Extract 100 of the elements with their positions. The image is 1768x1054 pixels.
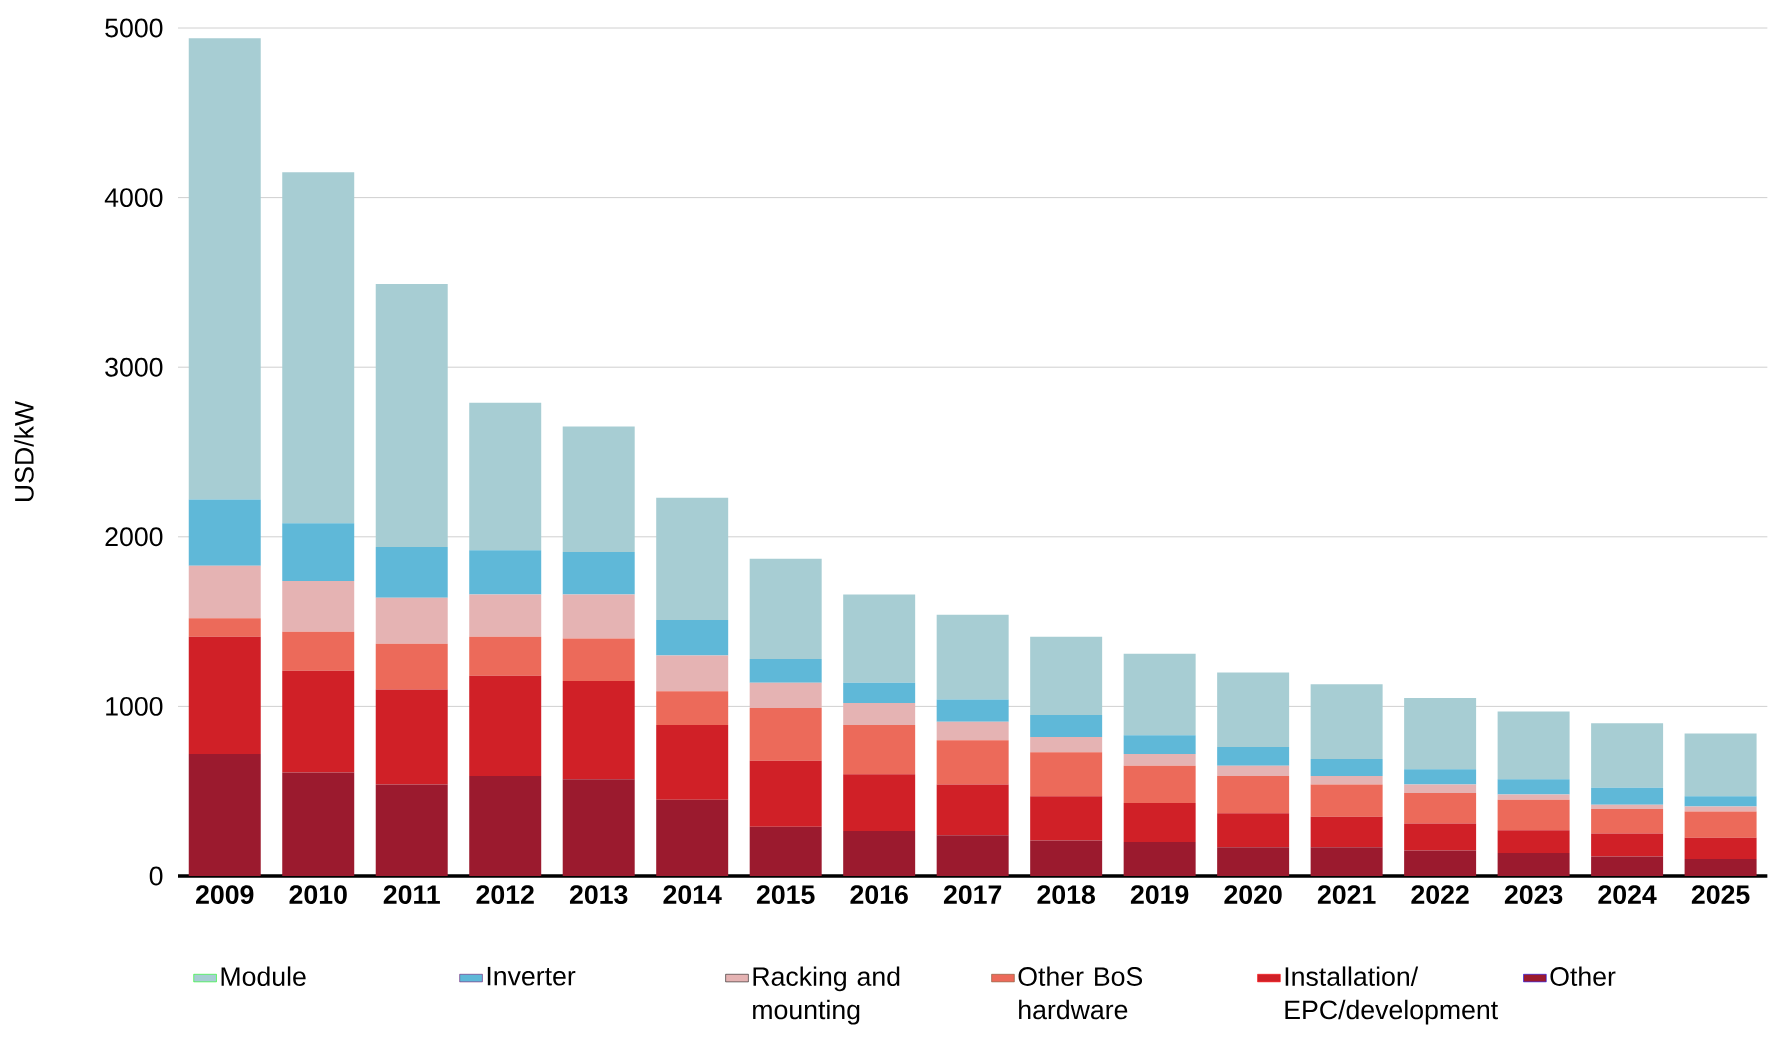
bar <box>656 799 729 876</box>
bar <box>188 38 261 500</box>
x-tick-label: 2020 <box>1224 885 1282 905</box>
bar <box>1497 711 1570 780</box>
bar <box>1404 769 1477 785</box>
bar <box>375 643 448 690</box>
bar <box>936 699 1009 722</box>
bar <box>1217 847 1290 876</box>
x-tick-label: 2025 <box>1691 885 1750 905</box>
bar <box>1684 859 1757 876</box>
bar <box>1030 736 1103 753</box>
legend-label: Other <box>1550 966 1616 986</box>
bar <box>749 826 822 876</box>
bar <box>1684 837 1757 860</box>
bar <box>282 772 355 876</box>
y-tick-label: 3000 <box>105 357 163 377</box>
bar <box>1310 775 1383 785</box>
legend-label: Other BoS hardware <box>1018 966 1143 1020</box>
bar <box>656 497 729 620</box>
bar <box>282 670 355 773</box>
bar <box>936 835 1009 876</box>
bar <box>1123 765 1196 804</box>
bar <box>1497 779 1570 795</box>
x-tick-label: 2010 <box>289 885 347 905</box>
bar <box>188 565 261 619</box>
bar <box>562 552 635 595</box>
bar <box>1217 747 1290 766</box>
bar <box>1217 765 1290 776</box>
bar <box>843 831 916 876</box>
bar <box>1591 723 1664 788</box>
x-tick-label: 2015 <box>756 885 815 905</box>
bar <box>375 284 448 547</box>
x-tick-label: 2016 <box>850 885 908 905</box>
bar <box>375 546 448 598</box>
bar <box>1030 714 1103 737</box>
bar <box>1404 792 1477 824</box>
legend-label: Racking and mounting <box>753 966 900 1025</box>
x-tick-label: 2009 <box>196 885 254 905</box>
x-tick-label: 2011 <box>383 885 440 905</box>
bar <box>1123 653 1196 736</box>
bar <box>1404 697 1477 770</box>
bar <box>1497 794 1570 800</box>
bar <box>562 594 635 639</box>
bar <box>656 619 729 656</box>
bar <box>1217 672 1290 748</box>
bar <box>749 708 822 761</box>
bar <box>562 426 635 553</box>
bar <box>1030 752 1103 797</box>
x-tick-label: 2023 <box>1504 885 1563 905</box>
bar <box>1123 753 1196 766</box>
bar <box>282 523 355 581</box>
bar <box>1217 775 1290 814</box>
bar <box>749 558 822 659</box>
bar <box>749 760 822 827</box>
bar <box>749 682 822 709</box>
bar <box>1684 811 1757 838</box>
bar <box>936 740 1009 785</box>
bar <box>188 753 261 876</box>
bar <box>936 721 1009 741</box>
legend-label: Module <box>221 966 306 986</box>
bar <box>656 725 729 800</box>
bar <box>469 550 542 595</box>
bar <box>562 779 635 876</box>
bar <box>1310 784 1383 817</box>
bar <box>1310 684 1383 759</box>
bar <box>1497 853 1570 876</box>
bar <box>562 638 635 681</box>
bar <box>469 636 542 676</box>
bar <box>375 597 448 644</box>
bar <box>188 636 261 754</box>
x-tick-label: 2024 <box>1598 885 1657 905</box>
bar <box>188 618 261 637</box>
bar <box>1310 758 1383 776</box>
bar <box>843 725 916 775</box>
x-tick-label: 2018 <box>1037 885 1095 905</box>
bar <box>1404 823 1477 851</box>
bar <box>469 594 542 637</box>
bar <box>1591 833 1664 857</box>
bar <box>469 775 542 876</box>
bar <box>1123 735 1196 754</box>
bar <box>843 594 916 683</box>
y-tick-label: 2000 <box>105 527 163 547</box>
x-tick-label: 2022 <box>1411 885 1469 905</box>
y-tick-label: 4000 <box>104 188 163 208</box>
bar <box>1591 787 1664 805</box>
bar <box>469 402 542 551</box>
bar <box>843 682 916 704</box>
bar <box>375 784 448 876</box>
bar <box>188 499 261 566</box>
bar <box>1591 856 1664 876</box>
bar <box>1030 840 1103 876</box>
bar <box>1497 799 1570 831</box>
bar <box>375 689 448 785</box>
bar <box>1404 850 1477 876</box>
bar <box>843 703 916 726</box>
bar <box>1684 796 1757 807</box>
bar <box>656 691 729 726</box>
x-tick-label: 2017 <box>943 885 1002 905</box>
bar <box>656 655 729 692</box>
bar <box>1030 796 1103 841</box>
